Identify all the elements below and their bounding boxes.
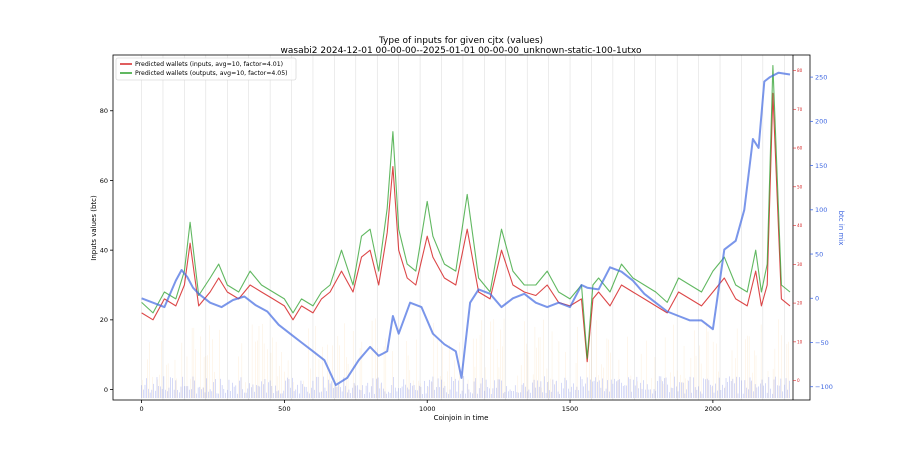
y2-tick-label: 150 bbox=[815, 162, 827, 170]
series-lines bbox=[141, 64, 791, 386]
x-tick-label: 0 bbox=[139, 405, 143, 413]
y3-tick-label: 20 bbox=[797, 301, 803, 306]
y3-tick-label: 30 bbox=[797, 262, 803, 267]
y3-tick-label: 60 bbox=[797, 146, 803, 151]
legend-label-outputs: Predicted wallets (outputs, avg=10, fact… bbox=[135, 70, 288, 77]
x-tick-label: 1000 bbox=[419, 405, 436, 413]
y3-tick-label: 40 bbox=[797, 223, 803, 228]
x-tick-label: 2000 bbox=[705, 405, 722, 413]
y-tick-label: 40 bbox=[100, 246, 108, 254]
y-tick-label: 0 bbox=[104, 386, 108, 394]
x-tick-label: 500 bbox=[278, 405, 290, 413]
y2-tick-label: 0 bbox=[815, 295, 819, 303]
legend-label-inputs: Predicted wallets (inputs, avg=10, facto… bbox=[135, 61, 283, 68]
chart-title: Type of inputs for given cjtx (values) bbox=[378, 36, 543, 46]
y3-tick-label: 70 bbox=[797, 107, 803, 112]
y2-tick-label: 50 bbox=[815, 250, 823, 258]
y2-tick-label: −50 bbox=[815, 339, 829, 347]
day-gridlines bbox=[141, 55, 785, 400]
y-tick-label: 20 bbox=[100, 316, 108, 324]
legend-box bbox=[115, 57, 297, 81]
plot-frame bbox=[112, 54, 811, 401]
y2-tick-label: 250 bbox=[815, 73, 827, 81]
y-tick-label: 60 bbox=[100, 177, 108, 185]
axes: 0 500 1000 1500 2000020406080−100−5005010015… bbox=[100, 68, 833, 413]
legend: Predicted wallets (inputs, avg=10, facto… bbox=[115, 57, 297, 81]
y2-tick-label: −100 bbox=[815, 383, 833, 391]
y3-tick-label: 50 bbox=[797, 184, 803, 189]
series-line-inputs bbox=[141, 92, 791, 363]
x-axis-label: Coinjoin in time bbox=[434, 414, 489, 422]
y3-tick-label: 10 bbox=[797, 339, 803, 344]
y2-axis-label: btc in mix bbox=[837, 211, 845, 246]
chart-subtitle: wasabi2 2024-12-01 00-00-00--2025-01-01 … bbox=[281, 46, 642, 56]
x-tick-label: 1500 bbox=[562, 405, 579, 413]
y-tick-label: 80 bbox=[100, 107, 108, 115]
y3-tick-label: 0 bbox=[797, 378, 800, 383]
y2-tick-label: 200 bbox=[815, 118, 827, 126]
y-axis-label: Inputs values (btc) bbox=[90, 195, 98, 261]
y2-tick-label: 100 bbox=[815, 206, 827, 214]
y3-tick-label: 80 bbox=[797, 68, 803, 73]
background-bars bbox=[141, 318, 790, 398]
series-line-outputs bbox=[141, 64, 791, 359]
series-line-btc-in-mix bbox=[141, 71, 791, 386]
